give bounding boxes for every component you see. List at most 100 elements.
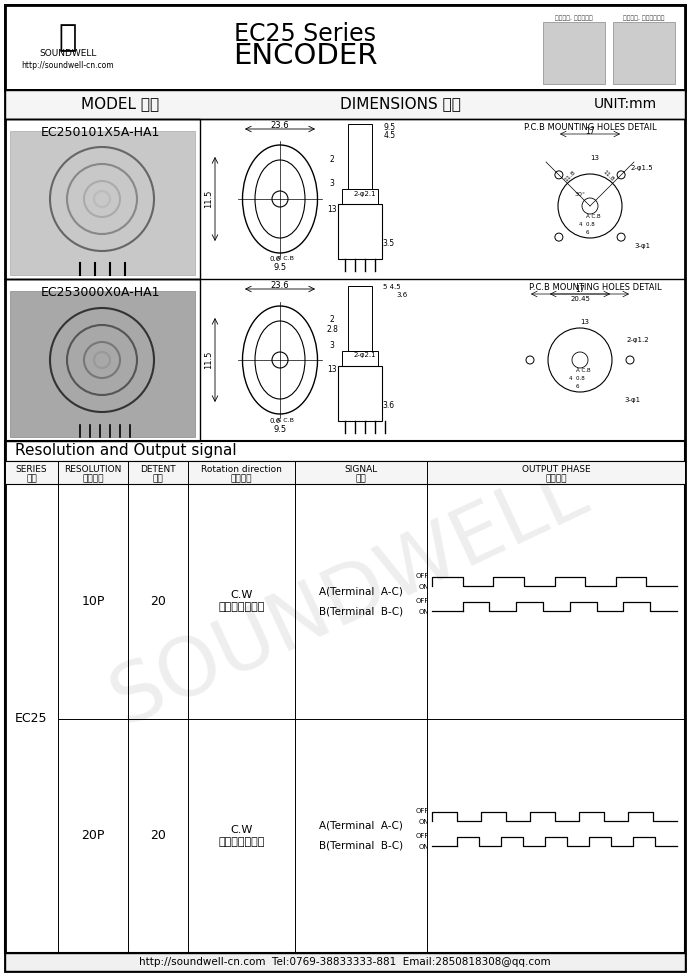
Text: C.W
（顺时针方向）: C.W （顺时针方向） bbox=[218, 825, 265, 846]
Text: A C.B: A C.B bbox=[586, 214, 600, 219]
Text: Rotation direction: Rotation direction bbox=[201, 466, 282, 474]
Bar bbox=[613, 22, 675, 84]
Text: A C.B: A C.B bbox=[277, 419, 293, 424]
Text: 13: 13 bbox=[580, 319, 589, 325]
Text: 9.5: 9.5 bbox=[273, 263, 286, 271]
Text: 20.45: 20.45 bbox=[570, 296, 590, 302]
Text: 5 4.5: 5 4.5 bbox=[383, 284, 401, 290]
Text: 升威官网, 发现更多产品: 升威官网, 发现更多产品 bbox=[623, 16, 664, 20]
Text: 4  0.8: 4 0.8 bbox=[579, 222, 595, 226]
Bar bbox=[5, 461, 685, 484]
Text: 20P: 20P bbox=[81, 830, 105, 842]
Text: ON: ON bbox=[418, 819, 429, 825]
Text: 9.5: 9.5 bbox=[384, 123, 396, 132]
Text: 3-φ1: 3-φ1 bbox=[624, 397, 640, 403]
Text: http://soundwell-cn.com  Tel:0769-38833333-881  Email:2850818308@qq.com: http://soundwell-cn.com Tel:0769-3883333… bbox=[139, 957, 551, 967]
Text: ON: ON bbox=[418, 585, 429, 590]
Bar bbox=[348, 124, 372, 189]
Bar bbox=[200, 119, 685, 279]
Text: P.C.B MOUNTING HOLES DETAIL: P.C.B MOUNTING HOLES DETAIL bbox=[524, 123, 656, 132]
Text: 11.5: 11.5 bbox=[204, 350, 213, 369]
Text: Resolution and Output signal: Resolution and Output signal bbox=[15, 442, 237, 458]
Text: 输出波形: 输出波形 bbox=[545, 474, 566, 483]
Text: P.C.B MOUNTING HOLES DETAIL: P.C.B MOUNTING HOLES DETAIL bbox=[529, 282, 661, 292]
Text: 17: 17 bbox=[585, 127, 595, 136]
Text: 企业微信, 扫码有惊喜: 企业微信, 扫码有惊喜 bbox=[555, 16, 593, 20]
Bar bbox=[338, 366, 382, 421]
Text: B(Terminal  B-C): B(Terminal B-C) bbox=[319, 606, 403, 616]
Text: ENCODER: ENCODER bbox=[233, 42, 377, 70]
Text: 20: 20 bbox=[150, 830, 166, 842]
Circle shape bbox=[272, 191, 288, 207]
Text: OFF: OFF bbox=[415, 573, 429, 579]
Text: MODEL 品名: MODEL 品名 bbox=[81, 97, 159, 111]
Text: 4.5: 4.5 bbox=[384, 132, 396, 141]
Text: 13: 13 bbox=[327, 205, 337, 214]
Text: OFF: OFF bbox=[415, 808, 429, 814]
Text: SOUNDWELL: SOUNDWELL bbox=[100, 452, 600, 740]
Text: C.W
（顺时针方向）: C.W （顺时针方向） bbox=[218, 590, 265, 612]
Text: 6: 6 bbox=[575, 384, 579, 388]
Text: SERIES: SERIES bbox=[16, 466, 48, 474]
Bar bbox=[342, 189, 378, 204]
Text: 信号: 信号 bbox=[355, 474, 366, 483]
Text: B(Terminal  B-C): B(Terminal B-C) bbox=[319, 840, 403, 851]
Text: A(Terminal  A-C): A(Terminal A-C) bbox=[319, 821, 403, 831]
Bar bbox=[342, 351, 378, 366]
Text: 11.5: 11.5 bbox=[204, 189, 213, 208]
Text: http://soundwell-cn.com: http://soundwell-cn.com bbox=[21, 61, 115, 69]
Text: 3.5: 3.5 bbox=[382, 239, 394, 249]
Bar bbox=[5, 5, 685, 90]
Bar bbox=[200, 279, 685, 441]
Text: 3: 3 bbox=[330, 180, 335, 188]
Text: RESOLUTION: RESOLUTION bbox=[64, 466, 121, 474]
Text: 0.6: 0.6 bbox=[269, 418, 281, 424]
Bar bbox=[5, 279, 200, 441]
Text: 11.8: 11.8 bbox=[602, 170, 615, 183]
Text: 13: 13 bbox=[327, 365, 337, 375]
Text: 2-φ2.1: 2-φ2.1 bbox=[354, 352, 376, 358]
Text: EC250101X5A-HA1: EC250101X5A-HA1 bbox=[40, 127, 159, 140]
Text: 9.5: 9.5 bbox=[273, 425, 286, 433]
Text: UNIT:mm: UNIT:mm bbox=[593, 97, 657, 111]
Text: 2.8: 2.8 bbox=[326, 326, 338, 335]
Text: 11.8: 11.8 bbox=[564, 170, 577, 183]
Bar bbox=[348, 286, 372, 351]
Text: 系列: 系列 bbox=[26, 474, 37, 483]
Text: ON: ON bbox=[418, 843, 429, 850]
Text: 3-φ1: 3-φ1 bbox=[634, 243, 650, 249]
Text: 3.6: 3.6 bbox=[382, 401, 394, 411]
Text: DETENT: DETENT bbox=[140, 466, 176, 474]
Text: 分解能力: 分解能力 bbox=[82, 474, 104, 483]
Text: 13: 13 bbox=[591, 155, 600, 161]
Text: A(Terminal  A-C): A(Terminal A-C) bbox=[319, 587, 403, 596]
Text: 0.6: 0.6 bbox=[269, 256, 281, 262]
Text: SIGNAL: SIGNAL bbox=[344, 466, 377, 474]
Bar bbox=[10, 131, 195, 275]
Text: 3.6: 3.6 bbox=[396, 292, 408, 298]
Text: 2: 2 bbox=[330, 315, 335, 324]
Text: 2-φ1.2: 2-φ1.2 bbox=[627, 337, 649, 343]
Bar bbox=[5, 953, 685, 971]
Text: 23.6: 23.6 bbox=[270, 281, 289, 291]
Text: OFF: OFF bbox=[415, 598, 429, 604]
Bar bbox=[5, 441, 685, 953]
Text: DIMENSIONS 尺寸: DIMENSIONS 尺寸 bbox=[339, 97, 460, 111]
Bar bbox=[10, 291, 195, 437]
Text: 旋转方向: 旋转方向 bbox=[230, 474, 253, 483]
Circle shape bbox=[272, 352, 288, 368]
Text: 30°: 30° bbox=[575, 191, 586, 196]
Text: 17: 17 bbox=[575, 286, 585, 295]
Text: Ⓢ: Ⓢ bbox=[59, 23, 77, 53]
Text: 10P: 10P bbox=[81, 594, 105, 608]
Text: 20: 20 bbox=[150, 594, 166, 608]
Bar bbox=[5, 90, 685, 119]
Text: 定位: 定位 bbox=[152, 474, 164, 483]
Text: A C.B: A C.B bbox=[277, 257, 293, 262]
Text: 4  0.8: 4 0.8 bbox=[569, 376, 585, 381]
Text: OUTPUT PHASE: OUTPUT PHASE bbox=[522, 466, 591, 474]
Text: SOUNDWELL: SOUNDWELL bbox=[39, 50, 97, 59]
Text: 2: 2 bbox=[330, 154, 335, 164]
Text: EC25 Series: EC25 Series bbox=[234, 22, 376, 46]
Bar bbox=[5, 119, 200, 279]
